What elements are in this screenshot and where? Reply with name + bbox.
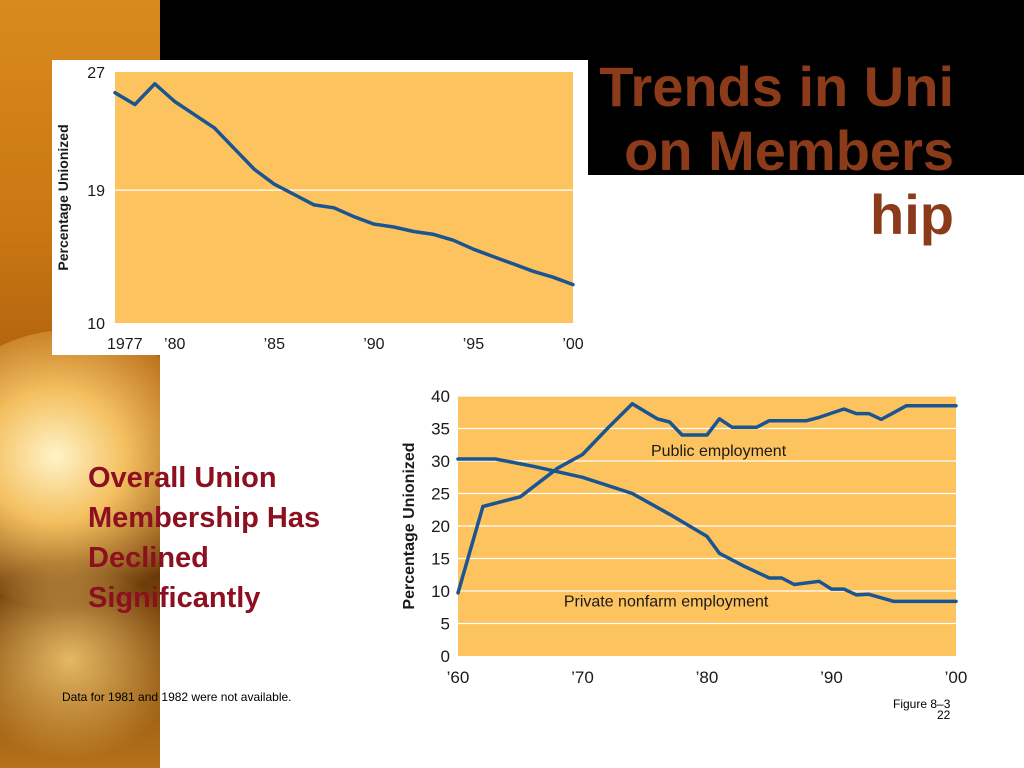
y-axis-label: Percentage Unionized xyxy=(401,442,418,609)
y-tick-label: 10 xyxy=(431,582,450,601)
background-glow-lower xyxy=(0,560,160,760)
x-tick-label: ’95 xyxy=(463,336,484,353)
x-tick-label: ’00 xyxy=(945,668,968,687)
y-tick-label: 30 xyxy=(431,452,450,471)
slide-title: Trends in Union Membership xyxy=(599,55,954,246)
y-axis-label: Percentage Unionized xyxy=(55,124,71,270)
x-tick-label: ’60 xyxy=(447,668,470,687)
chart-public-vs-private: 0 5 10 15 20 25 30 35 40 ’60 ’70 ’80 ’90 ’00 Percentag… xyxy=(392,384,982,690)
y-tick-label: 19 xyxy=(87,183,105,200)
y-tick-label: 27 xyxy=(87,65,105,82)
footnote: Data for 1981 and 1982 were not availabl… xyxy=(62,690,292,704)
y-tick-label: 40 xyxy=(431,387,450,406)
x-tick-label: ’00 xyxy=(562,336,583,353)
y-tick-label: 0 xyxy=(441,647,450,666)
x-tick-label: ’80 xyxy=(696,668,719,687)
series-label: Public employment xyxy=(651,443,787,460)
y-tick-label: 15 xyxy=(431,550,450,569)
y-tick-label: 25 xyxy=(431,485,450,504)
chart-public-vs-private-svg: 0 5 10 15 20 25 30 35 40 ’60 ’70 ’80 ’90 ’00 Percentag… xyxy=(401,387,968,687)
subheading: Overall Union Membership Has Declined Si… xyxy=(88,462,321,614)
y-tick-label: 5 xyxy=(441,615,450,634)
x-tick-label: ’70 xyxy=(571,668,594,687)
x-tick-label: 1977 xyxy=(107,336,143,353)
chart-overall-membership: 27 19 10 1977 ’80 ’85 ’90 ’95 ’00 Percentage Unio… xyxy=(52,60,588,355)
slide-number: 22 xyxy=(937,708,951,722)
figure-label: Figure 8–3 xyxy=(893,697,951,711)
series-line-1 xyxy=(113,82,575,287)
series-line-2 xyxy=(456,457,958,604)
x-tick-label: ’90 xyxy=(363,336,384,353)
y-tick-label: 20 xyxy=(431,517,450,536)
x-tick-label: ’80 xyxy=(164,336,185,353)
x-tick-label: ’85 xyxy=(264,336,285,353)
y-tick-label: 35 xyxy=(431,420,450,439)
plot-area xyxy=(115,72,573,323)
y-tick-label: 10 xyxy=(87,316,105,333)
series-line-1 xyxy=(456,402,958,595)
x-tick-label: ’90 xyxy=(820,668,843,687)
series-label: Private nonfarm employment xyxy=(564,594,769,611)
